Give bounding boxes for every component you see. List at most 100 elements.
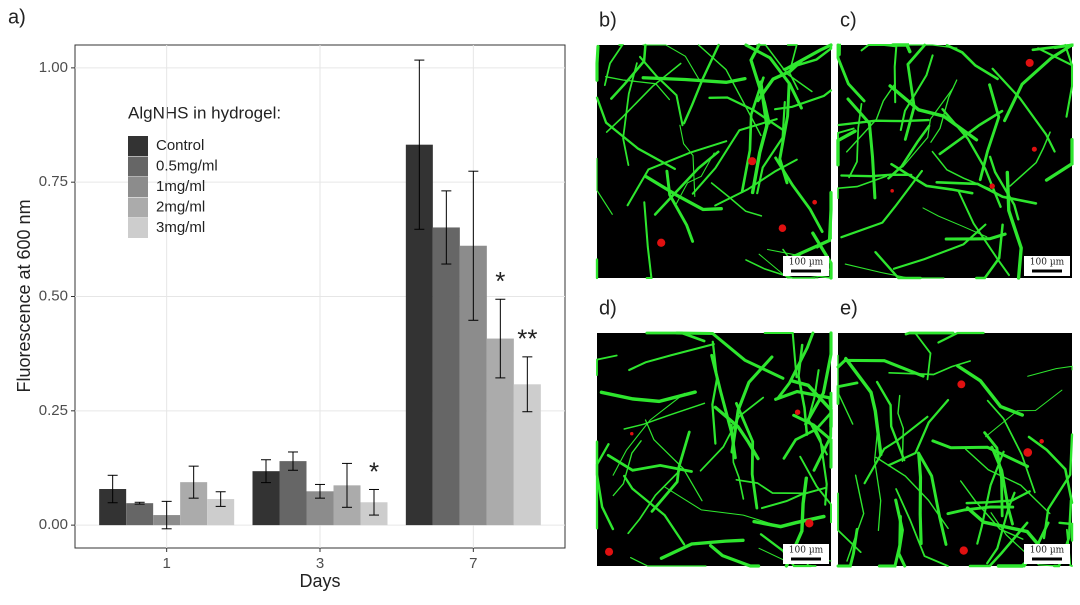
fiber bbox=[730, 423, 745, 500]
fiber bbox=[944, 232, 1007, 241]
fiber bbox=[991, 67, 1056, 153]
fiber bbox=[887, 398, 950, 467]
error-bar bbox=[342, 462, 352, 508]
image-label: b) bbox=[599, 9, 617, 31]
fiber bbox=[846, 82, 896, 153]
fiber bbox=[946, 505, 1015, 516]
scale-label: 100 µm bbox=[789, 258, 824, 268]
fiber bbox=[873, 432, 882, 532]
fiber bbox=[605, 76, 671, 101]
y-tick-label: 0.25 bbox=[39, 402, 68, 419]
fiber bbox=[596, 157, 613, 215]
fiber bbox=[760, 486, 827, 510]
fiber bbox=[945, 43, 999, 81]
fiber bbox=[710, 182, 763, 217]
legend-label: 1mg/ml bbox=[156, 178, 205, 195]
fiber bbox=[782, 411, 833, 460]
fiber bbox=[968, 521, 1029, 568]
error-bar bbox=[441, 190, 452, 265]
image-label: e) bbox=[840, 297, 858, 319]
legend-swatch bbox=[128, 197, 148, 218]
fiber bbox=[641, 76, 747, 84]
fiber bbox=[697, 44, 762, 137]
fiber bbox=[653, 150, 720, 216]
fiber bbox=[935, 180, 1038, 205]
fiber bbox=[860, 44, 897, 52]
fiber bbox=[708, 543, 761, 568]
fiber bbox=[956, 364, 1024, 417]
error-bar bbox=[288, 451, 298, 471]
fiber bbox=[875, 380, 906, 462]
fiber bbox=[938, 109, 1004, 156]
fiber bbox=[985, 389, 1063, 438]
fiber bbox=[816, 215, 832, 249]
y-tick-label: 0.00 bbox=[39, 516, 68, 533]
fiber bbox=[734, 401, 759, 510]
fiber bbox=[903, 43, 927, 141]
fiber bbox=[713, 405, 760, 461]
fiber bbox=[965, 506, 1042, 548]
legend-swatch bbox=[128, 136, 148, 156]
fiber bbox=[622, 62, 638, 166]
fiber bbox=[844, 356, 883, 457]
fiber bbox=[773, 89, 833, 111]
fiber bbox=[711, 340, 719, 445]
fiber bbox=[599, 390, 697, 404]
fiber bbox=[665, 169, 695, 243]
fiber bbox=[642, 44, 703, 85]
scale-label: 100 µm bbox=[789, 546, 824, 556]
fiber bbox=[638, 55, 684, 127]
bar bbox=[126, 503, 154, 526]
fiber bbox=[758, 253, 819, 279]
fiber bbox=[740, 76, 765, 194]
error-bar bbox=[107, 474, 118, 504]
fiber bbox=[1005, 170, 1023, 280]
fiber bbox=[895, 488, 949, 567]
fiber bbox=[844, 263, 945, 279]
bar bbox=[279, 461, 307, 526]
fiber bbox=[863, 415, 929, 485]
fiber bbox=[1053, 43, 1074, 50]
fiber bbox=[812, 423, 828, 506]
fiber bbox=[675, 331, 785, 380]
fiber bbox=[735, 478, 808, 495]
fiber bbox=[1042, 433, 1074, 540]
fiber bbox=[623, 402, 706, 430]
fiber bbox=[804, 331, 833, 426]
micrograph bbox=[597, 333, 831, 566]
fiber bbox=[626, 140, 728, 207]
red-spot bbox=[1023, 448, 1033, 457]
red-spot bbox=[657, 238, 666, 247]
legend-label: 0.5mg/ml bbox=[156, 157, 218, 174]
fiber bbox=[783, 43, 833, 72]
fiber bbox=[840, 173, 913, 178]
fiber bbox=[836, 129, 857, 167]
fiber bbox=[644, 419, 703, 502]
error-bar bbox=[468, 170, 479, 321]
red-spot bbox=[959, 546, 968, 555]
fiber bbox=[957, 190, 1010, 277]
red-spot bbox=[605, 547, 614, 556]
fiber bbox=[777, 331, 815, 399]
fiber bbox=[836, 43, 866, 103]
error-bar bbox=[369, 488, 379, 516]
fiber bbox=[959, 480, 1024, 540]
legend-swatch bbox=[128, 218, 148, 238]
fiber bbox=[1027, 365, 1073, 377]
red-spot bbox=[989, 183, 995, 189]
fiber bbox=[837, 492, 862, 554]
fiber bbox=[902, 88, 954, 168]
fiber bbox=[990, 445, 1014, 526]
fiber bbox=[595, 96, 676, 171]
red-spot bbox=[794, 409, 801, 415]
y-tick-label: 0.75 bbox=[39, 173, 68, 190]
fiber bbox=[699, 396, 765, 472]
fiber bbox=[606, 453, 693, 473]
y-tick-label: 1.00 bbox=[39, 59, 68, 76]
fiber bbox=[836, 43, 842, 56]
fiber bbox=[837, 127, 855, 144]
x-tick-label: 7 bbox=[469, 555, 477, 572]
image-label: c) bbox=[840, 9, 857, 31]
y-axis-title: Fluorescence at 600 nm bbox=[14, 199, 34, 392]
